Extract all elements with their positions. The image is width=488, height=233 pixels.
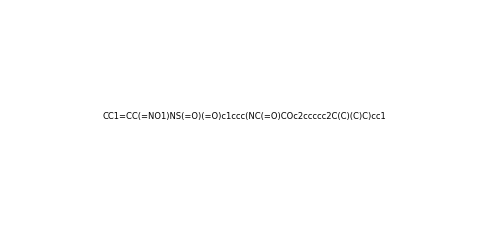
Text: CC1=CC(=NO1)NS(=O)(=O)c1ccc(NC(=O)COc2ccccc2C(C)(C)C)cc1: CC1=CC(=NO1)NS(=O)(=O)c1ccc(NC(=O)COc2cc… (102, 112, 386, 121)
